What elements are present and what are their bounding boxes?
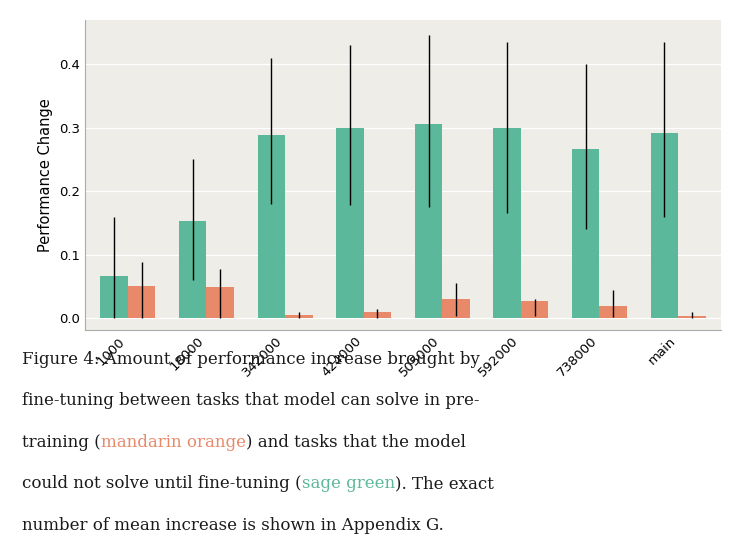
Text: sage green: sage green <box>302 475 394 492</box>
Bar <box>207 287 234 319</box>
Bar <box>285 315 313 319</box>
Text: Figure 4: Amount of performance increase brought by: Figure 4: Amount of performance increase… <box>22 351 480 368</box>
Bar <box>179 221 207 319</box>
Bar <box>493 128 521 319</box>
Text: fine-tuning between tasks that model can solve in pre-: fine-tuning between tasks that model can… <box>22 392 480 409</box>
Text: number of mean increase is shown in Appendix G.: number of mean increase is shown in Appe… <box>22 517 444 533</box>
Text: ). The exact: ). The exact <box>394 475 494 492</box>
Bar <box>415 125 442 319</box>
Bar <box>128 286 155 319</box>
Text: could not solve until fine-tuning (: could not solve until fine-tuning ( <box>22 475 302 492</box>
Bar <box>521 301 548 319</box>
Bar <box>258 135 285 319</box>
Text: mandarin orange: mandarin orange <box>101 434 246 451</box>
Bar <box>651 134 678 319</box>
Bar <box>572 149 599 319</box>
Text: ) and tasks that the model: ) and tasks that the model <box>246 434 466 451</box>
Bar <box>364 312 391 319</box>
Bar <box>336 127 364 319</box>
Bar <box>442 299 470 319</box>
Bar <box>100 276 128 319</box>
Text: training (: training ( <box>22 434 101 451</box>
Bar <box>599 306 627 319</box>
Y-axis label: Performance Change: Performance Change <box>38 98 53 252</box>
Bar <box>678 316 706 319</box>
